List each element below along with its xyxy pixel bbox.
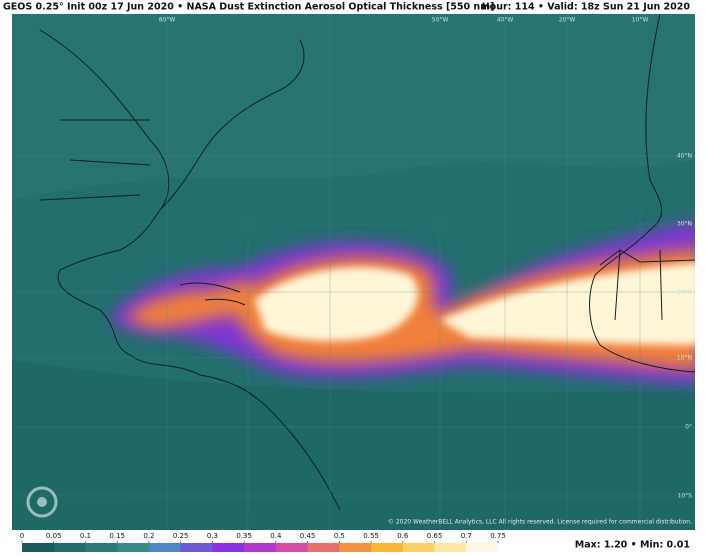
colorbar-segment [307,543,340,552]
colorbar-segment [85,543,118,552]
latitude-label: 20°N [677,289,692,296]
colorbar-tick-label: 0.3 [207,532,218,540]
colorbar-segment [148,543,182,552]
colorbar-tick-label: 0.1 [80,532,91,540]
logo [26,486,58,518]
colorbar-tick-label: 0.45 [300,532,316,540]
colorbar-tick-label: 0.6 [397,532,409,540]
copyright: © 2020 WeatherBELL Analytics, LLC All ri… [388,519,692,526]
colorbar-tick-label: 0.7 [461,532,472,540]
colorbar-segment [244,543,277,552]
map [12,14,695,530]
haze [12,14,695,200]
colorbar-tick-label: 0.2 [143,532,154,540]
colorbar-segment [53,543,86,552]
colorbar-segment [402,543,436,552]
colorbar-segment [434,543,467,552]
header-left: GEOS 0.25° Init 00z 17 Jun 2020 • NASA D… [3,2,494,13]
colorbar-tick-label: 0.65 [427,532,443,540]
dust-core [255,262,695,345]
latitude-label: 30°N [677,221,692,228]
colorbar-segment [466,543,499,552]
colorbar-segment [180,543,213,552]
graticule [12,14,695,530]
latitude-label: 40°N [677,153,692,160]
longitude-label: 10°W [632,17,649,24]
colorbar-tick-label: 0.75 [490,532,506,540]
colorbar-segment [275,543,309,552]
colorbar-tick-label: 0.25 [173,532,189,540]
colorbar-tick-label: 0.35 [236,532,252,540]
longitude-label: 20°W [559,17,576,24]
colorbar-segment [212,543,245,552]
latitude-label: 10°S [678,493,693,500]
latitude-label: 10°N [677,355,692,362]
coastlines [39,14,695,511]
colorbar-tick-label: 0.5 [334,532,345,540]
colorbar-tick-label: 0.05 [46,532,62,540]
colorbar-tick-label: 0.55 [363,532,379,540]
colorbar-segment [22,543,55,552]
colorbar-segment [339,543,372,552]
colorbar-tick-label: 0.15 [109,532,125,540]
header-right: Hour: 114 • Valid: 18z Sun 21 Jun 2020 [482,2,691,13]
colorbar-tick-label: 0.4 [270,532,282,540]
colorbar-tick-label: 0 [20,532,24,540]
colorbar-segment [371,543,404,552]
stats: Max: 1.20 • Min: 0.01 [575,540,690,551]
latitude-label: 0° [685,424,692,431]
colorbar-segment [117,543,150,552]
longitude-label: 40°W [497,17,514,24]
longitude-label: 80°W [159,17,176,24]
longitude-label: 50°W [432,17,449,24]
haze [12,360,695,530]
